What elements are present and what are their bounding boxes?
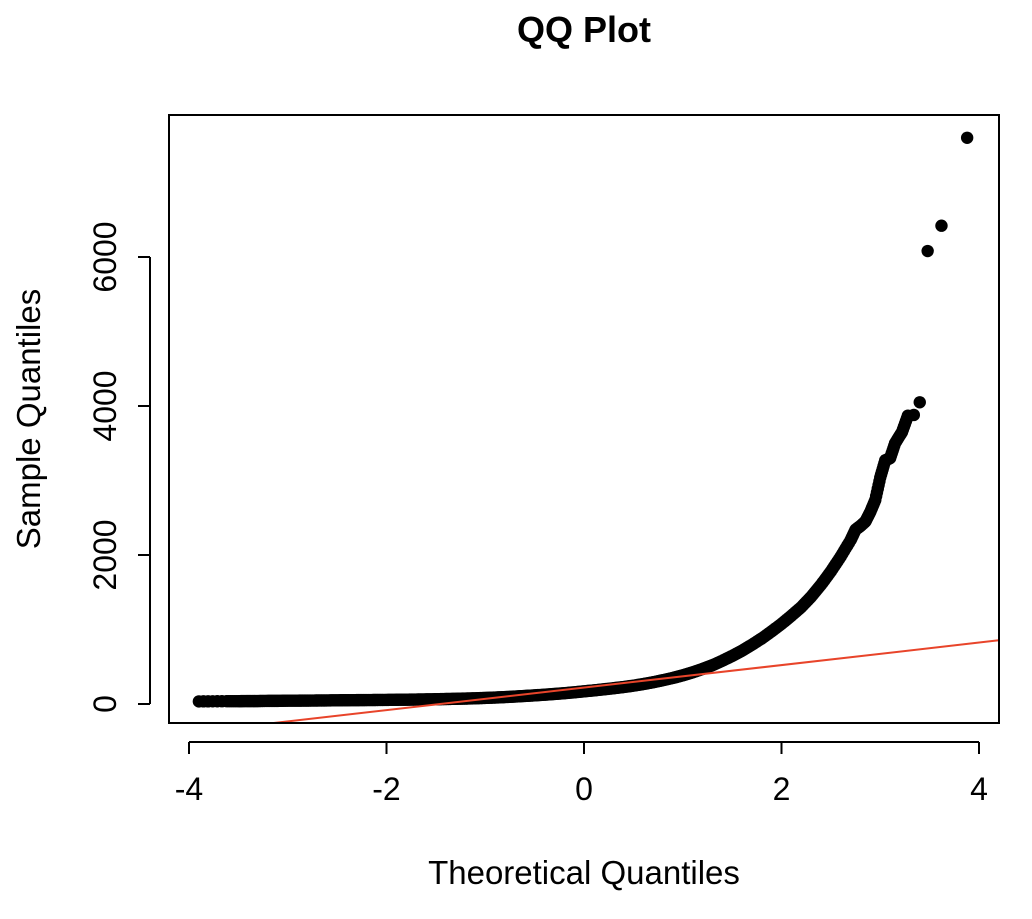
x-tick-label: -2: [372, 771, 400, 807]
y-axis: 0 2000 4000 6000: [87, 221, 151, 713]
qq-point: [913, 396, 926, 409]
x-axis: -4 -2 0 2 4: [175, 741, 988, 807]
plot-frame: [168, 114, 1000, 724]
qq-point: [921, 244, 934, 258]
reference-line-layer: [264, 639, 999, 723]
y-axis-label: Sample Quantiles: [10, 289, 47, 549]
y-tick-label: 4000: [87, 370, 123, 441]
x-tick-label: 0: [575, 771, 593, 807]
x-axis-label: Theoretical Quantiles: [428, 854, 740, 891]
chart-title: QQ Plot: [517, 9, 651, 50]
y-tick-label: 0: [87, 695, 123, 713]
qq-point: [960, 131, 974, 144]
qq-point: [907, 408, 921, 422]
x-tick-label: 4: [970, 771, 988, 807]
x-tick-label: 2: [773, 771, 791, 807]
x-tick-label: -4: [175, 771, 203, 807]
y-tick-label: 2000: [87, 519, 123, 590]
y-tick-label: 6000: [87, 221, 123, 292]
qq-point: [935, 219, 948, 232]
qq-reference-line: [264, 639, 999, 723]
